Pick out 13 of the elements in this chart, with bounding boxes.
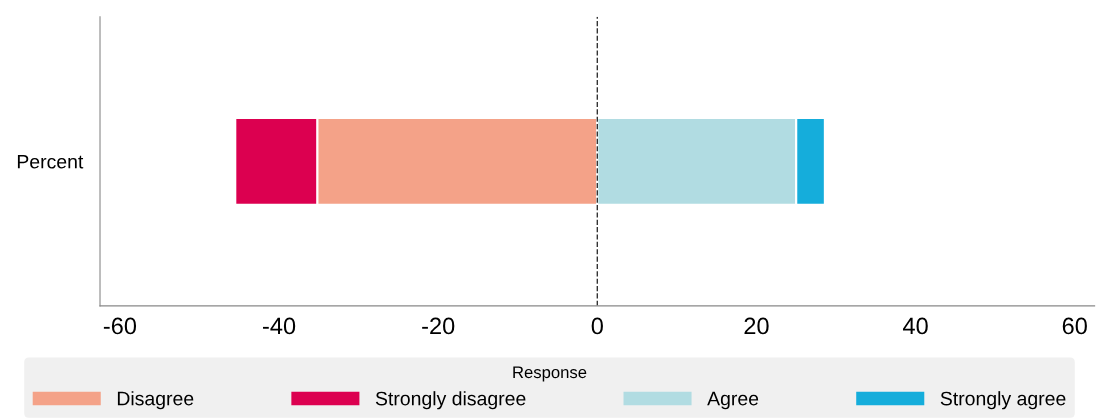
x-tick-label: 0	[591, 317, 603, 335]
x-tick-label: -60	[103, 317, 137, 335]
legend-label: Strongly disagree	[375, 391, 526, 410]
legend-label: Agree	[707, 391, 759, 410]
x-tick-label: 40	[902, 317, 928, 335]
y-tick-label: Percent	[17, 154, 84, 169]
legend-title: Response	[513, 366, 587, 382]
x-tick-label: -20	[422, 317, 455, 335]
x-tick-label: 60	[1062, 317, 1087, 335]
x-tick-label: -40	[263, 317, 296, 335]
legend-label: Disagree	[117, 391, 194, 410]
legend-label: Strongly agree	[940, 391, 1066, 410]
x-tick-label: 20	[744, 317, 769, 335]
